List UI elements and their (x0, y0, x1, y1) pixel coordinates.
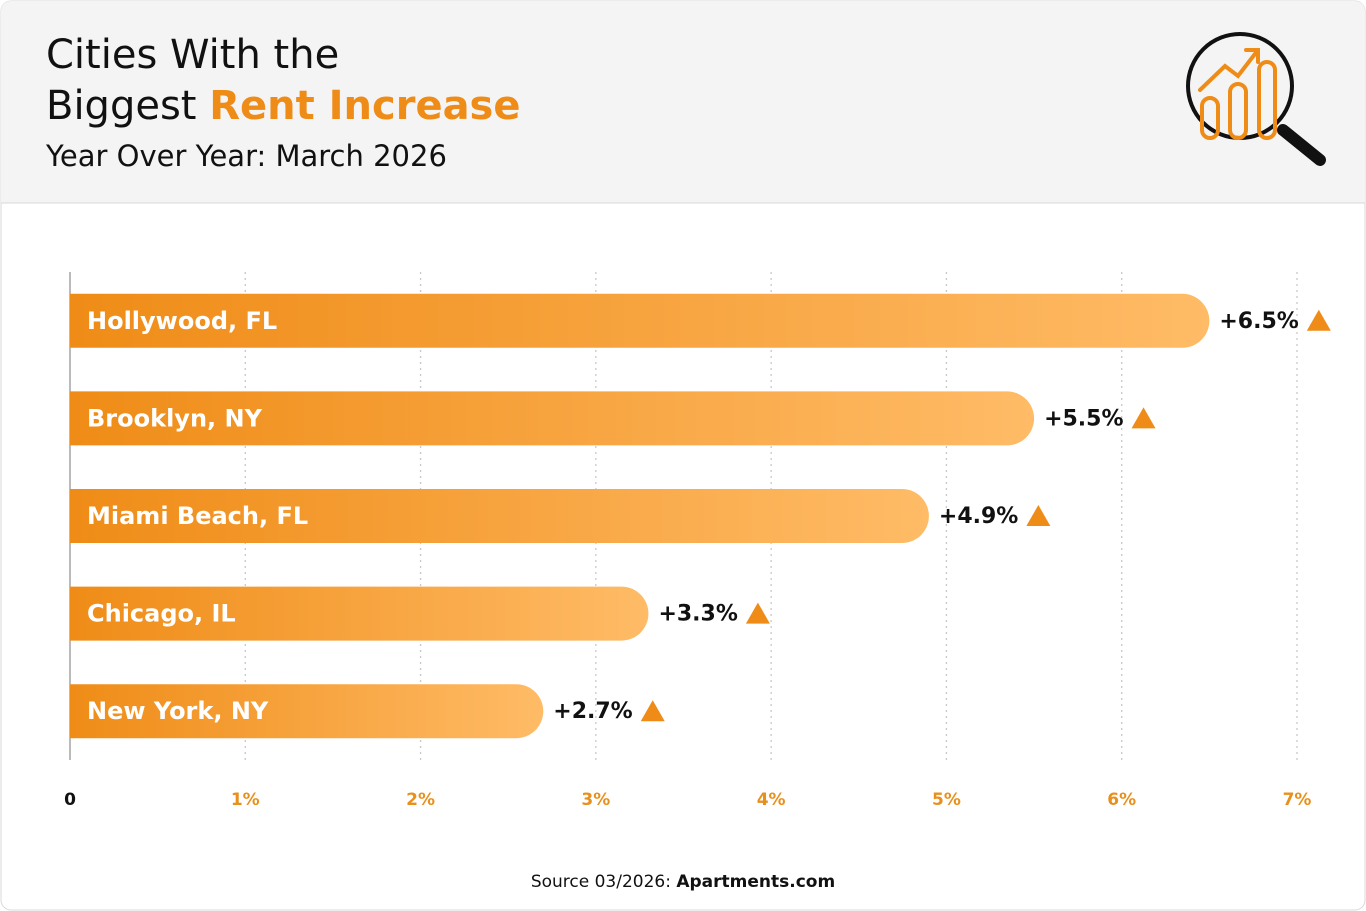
chart-subtitle: Year Over Year: March 2026 (45, 139, 447, 173)
bar (70, 586, 649, 641)
value-label: +4.9% (939, 504, 1018, 529)
increase-marker (1026, 505, 1051, 526)
value-label: +6.5% (1219, 309, 1298, 334)
x-tick-label: 3% (581, 790, 610, 810)
bar (70, 391, 1035, 446)
bar (70, 293, 1210, 348)
x-tick-label: 4% (757, 790, 786, 810)
title-highlight: Rent Increase (209, 83, 520, 129)
x-tick-label: 7% (1283, 790, 1312, 810)
x-tick-label: 1% (231, 790, 260, 810)
icon (1186, 32, 1326, 166)
category-label: Chicago, IL (87, 600, 236, 628)
bar (70, 684, 544, 739)
bar (70, 489, 929, 543)
category-label: Hollywood, FL (87, 307, 277, 335)
title-text: Biggest (46, 83, 209, 129)
chart-title: Cities With the (46, 32, 339, 78)
source-name: Apartments.com (676, 872, 835, 892)
increase-marker (745, 602, 770, 624)
source: Source 03/2026: Apartments.com (531, 872, 835, 892)
chart-title: Biggest Rent Increase (46, 83, 521, 129)
value-label: +2.7% (553, 699, 632, 724)
source-prefix: Source 03/2026: (531, 872, 677, 892)
increase-marker (640, 700, 665, 722)
increase-marker (1131, 407, 1156, 429)
value-label: +3.3% (658, 602, 737, 627)
category-label: Miami Beach, FL (87, 502, 308, 530)
x-tick-label: 2% (406, 790, 435, 810)
category-label: New York, NY (87, 697, 269, 725)
category-label: Brooklyn, NY (87, 404, 263, 432)
header (1, 1, 1365, 203)
increase-marker (1306, 309, 1331, 331)
x-tick-label: 0 (64, 790, 76, 810)
x-tick-label: 6% (1107, 790, 1136, 810)
value-label: +5.5% (1044, 406, 1123, 431)
x-tick-label: 5% (932, 790, 961, 810)
